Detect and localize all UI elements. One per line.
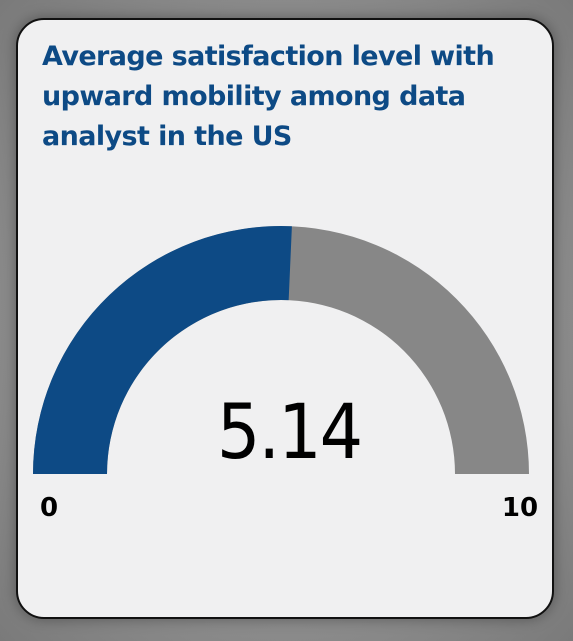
gauge-max-label: 10: [502, 493, 538, 523]
gauge-value-label: 5.14: [217, 387, 361, 476]
gauge-chart: 5.14 0 10: [18, 20, 556, 621]
gauge-card: Average satisfaction level with upward m…: [16, 18, 554, 619]
gauge-min-label: 0: [40, 493, 58, 523]
